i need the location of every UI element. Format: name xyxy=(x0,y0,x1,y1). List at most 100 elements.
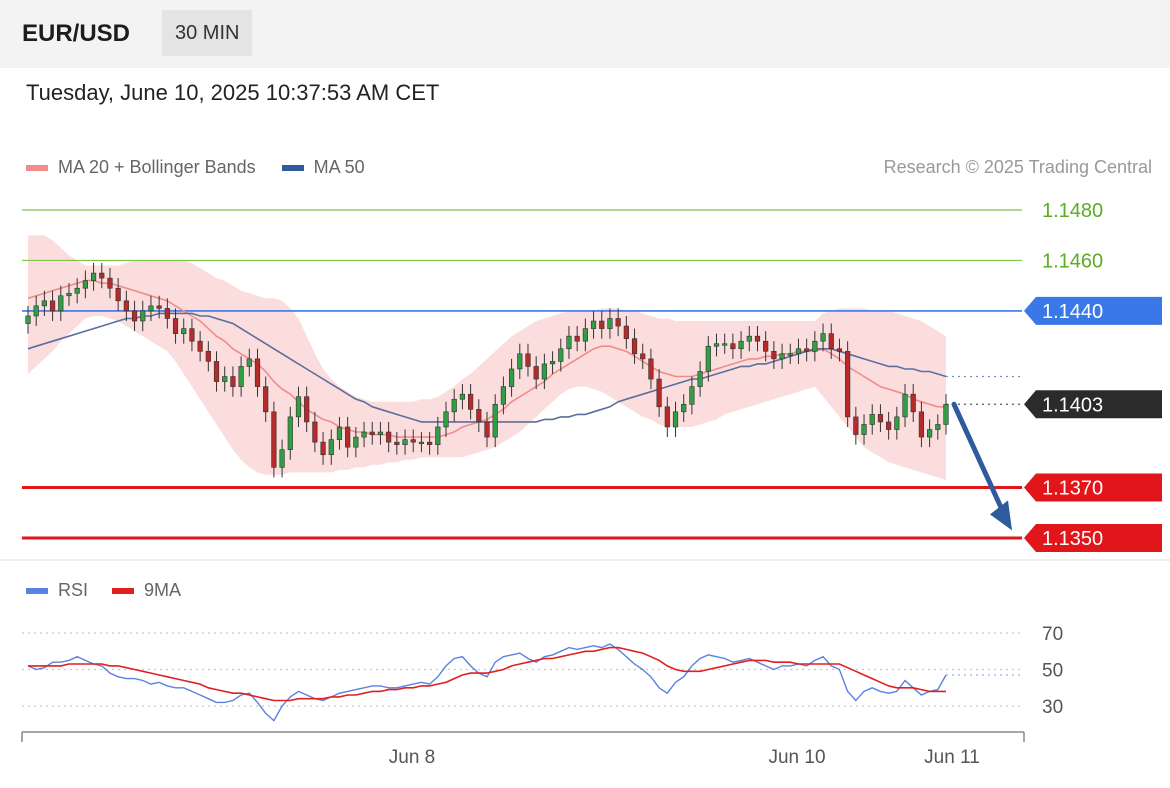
candle xyxy=(517,353,523,370)
candle xyxy=(74,287,80,294)
candle xyxy=(271,411,277,468)
candle xyxy=(681,403,687,413)
candle xyxy=(787,353,793,356)
candle xyxy=(828,333,834,350)
rsi-9ma-line xyxy=(28,646,946,702)
candle xyxy=(549,361,556,365)
candle xyxy=(107,277,113,289)
candle xyxy=(877,414,884,423)
x-tick-label: Jun 8 xyxy=(389,747,435,768)
candle xyxy=(443,411,449,428)
candle xyxy=(254,358,261,387)
candle xyxy=(525,353,531,367)
candle xyxy=(123,300,129,312)
candle xyxy=(238,366,244,387)
candle xyxy=(861,424,867,435)
rsi-tick-label: 70 xyxy=(1042,624,1063,645)
candle xyxy=(459,393,466,400)
candle xyxy=(869,414,875,425)
legend-ma50-swatch xyxy=(281,164,304,171)
candle xyxy=(402,439,408,445)
candle xyxy=(172,318,179,334)
candle xyxy=(705,345,711,372)
candle xyxy=(492,403,498,438)
candle xyxy=(845,350,851,418)
legend-ma50-label: MA 50 xyxy=(313,157,365,177)
candle xyxy=(812,340,818,352)
candle xyxy=(369,431,375,435)
candle xyxy=(631,338,638,355)
legend-9ma-swatch xyxy=(112,587,135,594)
timeframe-badge[interactable]: 30 MIN xyxy=(162,10,253,56)
candle xyxy=(722,343,728,346)
candle xyxy=(566,335,572,350)
research-credit: Research © 2025 Trading Central xyxy=(883,157,1152,177)
forecast-arrow-head xyxy=(990,500,1012,531)
candle xyxy=(853,416,859,435)
candle xyxy=(541,363,547,380)
pivot-price-label: 1.1440 xyxy=(1042,301,1103,323)
candle xyxy=(41,300,47,307)
candle xyxy=(427,441,433,445)
chart-header: EUR/USD 30 MIN xyxy=(0,0,1170,68)
candle xyxy=(738,340,744,350)
candle xyxy=(336,426,343,440)
candle xyxy=(558,348,564,362)
candle xyxy=(263,386,269,413)
rsi-tick-label: 50 xyxy=(1042,661,1063,682)
candle xyxy=(246,358,252,367)
candle xyxy=(164,308,170,319)
candle xyxy=(386,431,392,443)
support-price-tag xyxy=(1024,473,1162,502)
timestamp: Tuesday, June 10, 2025 10:37:53 AM CET xyxy=(26,80,440,105)
candle xyxy=(345,426,351,448)
pivot-price-tag xyxy=(1024,296,1162,325)
candle xyxy=(894,416,900,430)
candle xyxy=(181,328,187,334)
instrument-title: EUR/USD xyxy=(22,20,131,47)
candle xyxy=(328,439,334,456)
candle xyxy=(287,416,293,450)
legend-rsi-label: RSI xyxy=(58,580,89,600)
candle xyxy=(763,340,769,352)
resistance-label: 1.1460 xyxy=(1042,250,1103,272)
candle xyxy=(451,398,457,413)
resistance-label: 1.1480 xyxy=(1042,200,1103,222)
candle xyxy=(910,393,916,413)
candle xyxy=(656,378,662,408)
candle xyxy=(361,431,367,438)
candle xyxy=(484,421,490,438)
candle xyxy=(927,429,933,438)
legend-rsi: RSI 9MA xyxy=(26,580,181,601)
candle xyxy=(918,411,925,438)
candle xyxy=(304,396,310,423)
candle xyxy=(99,272,105,279)
candle xyxy=(58,295,64,312)
candle xyxy=(213,361,220,382)
candle xyxy=(836,348,843,352)
candle xyxy=(82,280,88,289)
candle xyxy=(590,320,597,329)
forecast-arrow xyxy=(951,401,1009,521)
candle xyxy=(886,421,892,430)
legend-ma20-swatch xyxy=(26,164,48,171)
candle xyxy=(33,305,39,317)
bollinger-band xyxy=(28,235,946,480)
candle xyxy=(689,386,695,405)
candle xyxy=(623,325,629,339)
x-tick-label: Jun 11 xyxy=(924,747,980,768)
candle xyxy=(377,431,384,435)
candle xyxy=(771,350,777,360)
candle xyxy=(902,393,908,418)
candle xyxy=(574,335,580,342)
candle xyxy=(49,300,56,312)
current-price-tag xyxy=(1024,390,1162,419)
candle xyxy=(672,411,679,428)
candle xyxy=(25,315,31,324)
candle xyxy=(582,328,588,342)
legend-ma20-label: MA 20 + Bollinger Bands xyxy=(58,157,256,177)
legend-9ma-label: 9MA xyxy=(144,580,182,600)
candle xyxy=(320,441,326,456)
candle xyxy=(754,335,761,342)
candle xyxy=(935,424,941,430)
